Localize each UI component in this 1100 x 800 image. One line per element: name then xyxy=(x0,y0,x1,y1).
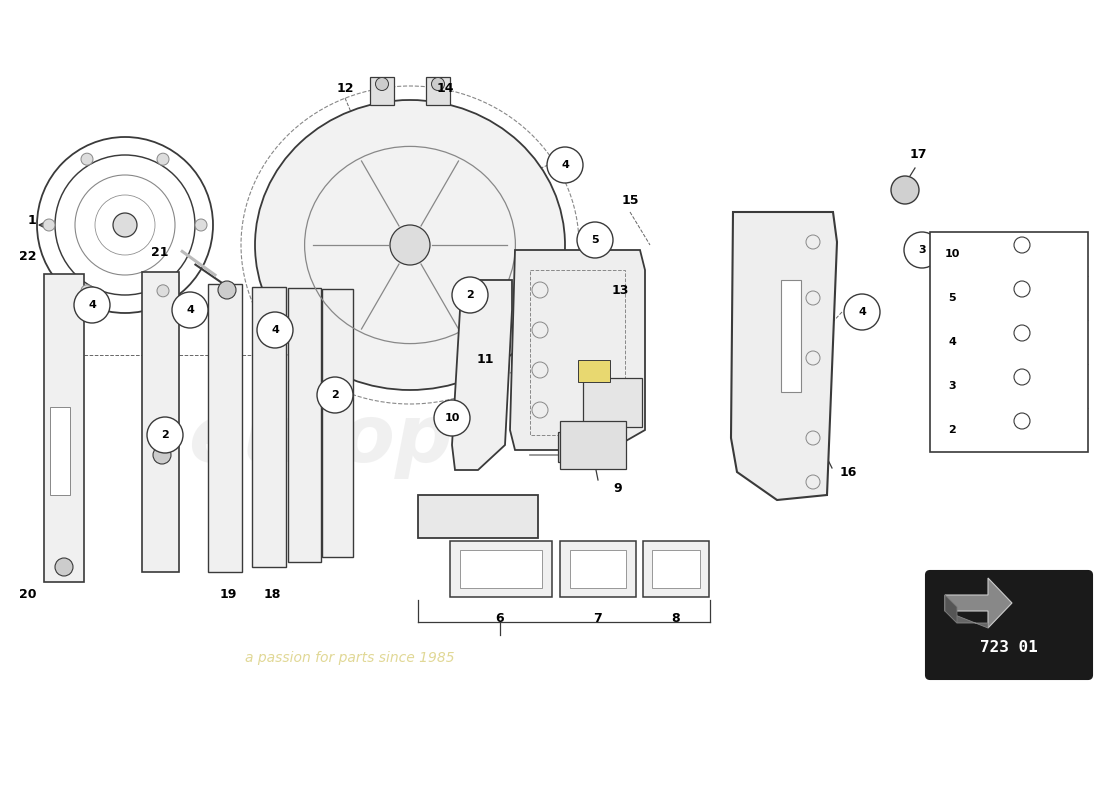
FancyBboxPatch shape xyxy=(426,77,450,105)
FancyBboxPatch shape xyxy=(644,541,710,597)
FancyBboxPatch shape xyxy=(930,232,1088,452)
Polygon shape xyxy=(418,495,538,538)
Circle shape xyxy=(153,446,170,464)
Text: 16: 16 xyxy=(839,466,857,478)
FancyBboxPatch shape xyxy=(926,571,1092,679)
Text: 15: 15 xyxy=(621,194,639,206)
Text: 18: 18 xyxy=(263,589,280,602)
Circle shape xyxy=(431,78,444,90)
Circle shape xyxy=(81,285,94,297)
Circle shape xyxy=(74,287,110,323)
Text: 2: 2 xyxy=(466,290,474,300)
FancyBboxPatch shape xyxy=(44,274,84,582)
Text: 14: 14 xyxy=(437,82,453,94)
FancyBboxPatch shape xyxy=(583,378,642,427)
FancyBboxPatch shape xyxy=(322,289,353,557)
FancyBboxPatch shape xyxy=(652,550,700,588)
Polygon shape xyxy=(945,611,988,628)
Circle shape xyxy=(375,78,388,90)
Text: 8: 8 xyxy=(672,611,680,625)
FancyBboxPatch shape xyxy=(460,550,542,588)
Text: 13: 13 xyxy=(612,283,629,297)
Text: 12: 12 xyxy=(337,82,354,94)
Circle shape xyxy=(452,277,488,313)
FancyBboxPatch shape xyxy=(208,284,242,572)
FancyBboxPatch shape xyxy=(370,77,394,105)
Text: 4: 4 xyxy=(88,300,96,310)
Circle shape xyxy=(172,292,208,328)
FancyBboxPatch shape xyxy=(560,541,636,597)
Text: 7: 7 xyxy=(594,611,603,625)
Text: 1: 1 xyxy=(28,214,36,226)
FancyBboxPatch shape xyxy=(450,541,552,597)
Circle shape xyxy=(55,558,73,576)
FancyBboxPatch shape xyxy=(288,288,321,562)
FancyBboxPatch shape xyxy=(252,287,286,567)
FancyBboxPatch shape xyxy=(578,360,610,382)
Text: 5: 5 xyxy=(591,235,598,245)
Text: 2: 2 xyxy=(161,430,169,440)
FancyBboxPatch shape xyxy=(781,280,801,392)
Polygon shape xyxy=(510,250,645,450)
Circle shape xyxy=(434,400,470,436)
FancyBboxPatch shape xyxy=(142,272,179,572)
Circle shape xyxy=(157,285,169,297)
Circle shape xyxy=(317,377,353,413)
Polygon shape xyxy=(732,212,837,500)
Text: 4: 4 xyxy=(858,307,866,317)
FancyBboxPatch shape xyxy=(558,432,606,462)
Text: 2: 2 xyxy=(948,425,956,435)
Text: 5: 5 xyxy=(948,293,956,303)
Polygon shape xyxy=(945,595,957,623)
Text: a passion for parts since 1985: a passion for parts since 1985 xyxy=(245,651,454,665)
FancyBboxPatch shape xyxy=(560,421,626,469)
Circle shape xyxy=(113,213,138,237)
Ellipse shape xyxy=(255,100,565,390)
Circle shape xyxy=(257,312,293,348)
Text: 17: 17 xyxy=(910,149,926,162)
Text: 11: 11 xyxy=(476,354,494,366)
Text: 2: 2 xyxy=(331,390,339,400)
Text: europ: europ xyxy=(188,401,452,479)
Text: 10: 10 xyxy=(444,413,460,423)
Text: 4: 4 xyxy=(561,160,569,170)
Polygon shape xyxy=(945,578,1012,628)
Polygon shape xyxy=(452,280,512,470)
Circle shape xyxy=(81,153,94,165)
Circle shape xyxy=(157,153,169,165)
Text: 4: 4 xyxy=(186,305,194,315)
Circle shape xyxy=(904,232,940,268)
Circle shape xyxy=(891,176,918,204)
Text: 22: 22 xyxy=(20,250,36,262)
Text: 3: 3 xyxy=(948,381,956,391)
Text: 6: 6 xyxy=(496,611,504,625)
Text: 4: 4 xyxy=(948,337,956,347)
Circle shape xyxy=(147,417,183,453)
Text: 21: 21 xyxy=(152,246,168,258)
FancyBboxPatch shape xyxy=(50,407,70,495)
Circle shape xyxy=(547,147,583,183)
Circle shape xyxy=(844,294,880,330)
Circle shape xyxy=(218,281,236,299)
Text: 19: 19 xyxy=(219,589,236,602)
FancyBboxPatch shape xyxy=(570,550,626,588)
Circle shape xyxy=(43,219,55,231)
Text: 3: 3 xyxy=(918,245,926,255)
Circle shape xyxy=(578,222,613,258)
Circle shape xyxy=(390,225,430,265)
Text: 723 01: 723 01 xyxy=(980,641,1038,655)
Text: 9: 9 xyxy=(614,482,623,494)
Text: 10: 10 xyxy=(944,249,959,259)
Text: 4: 4 xyxy=(271,325,279,335)
Text: 20: 20 xyxy=(20,589,36,602)
Circle shape xyxy=(195,219,207,231)
